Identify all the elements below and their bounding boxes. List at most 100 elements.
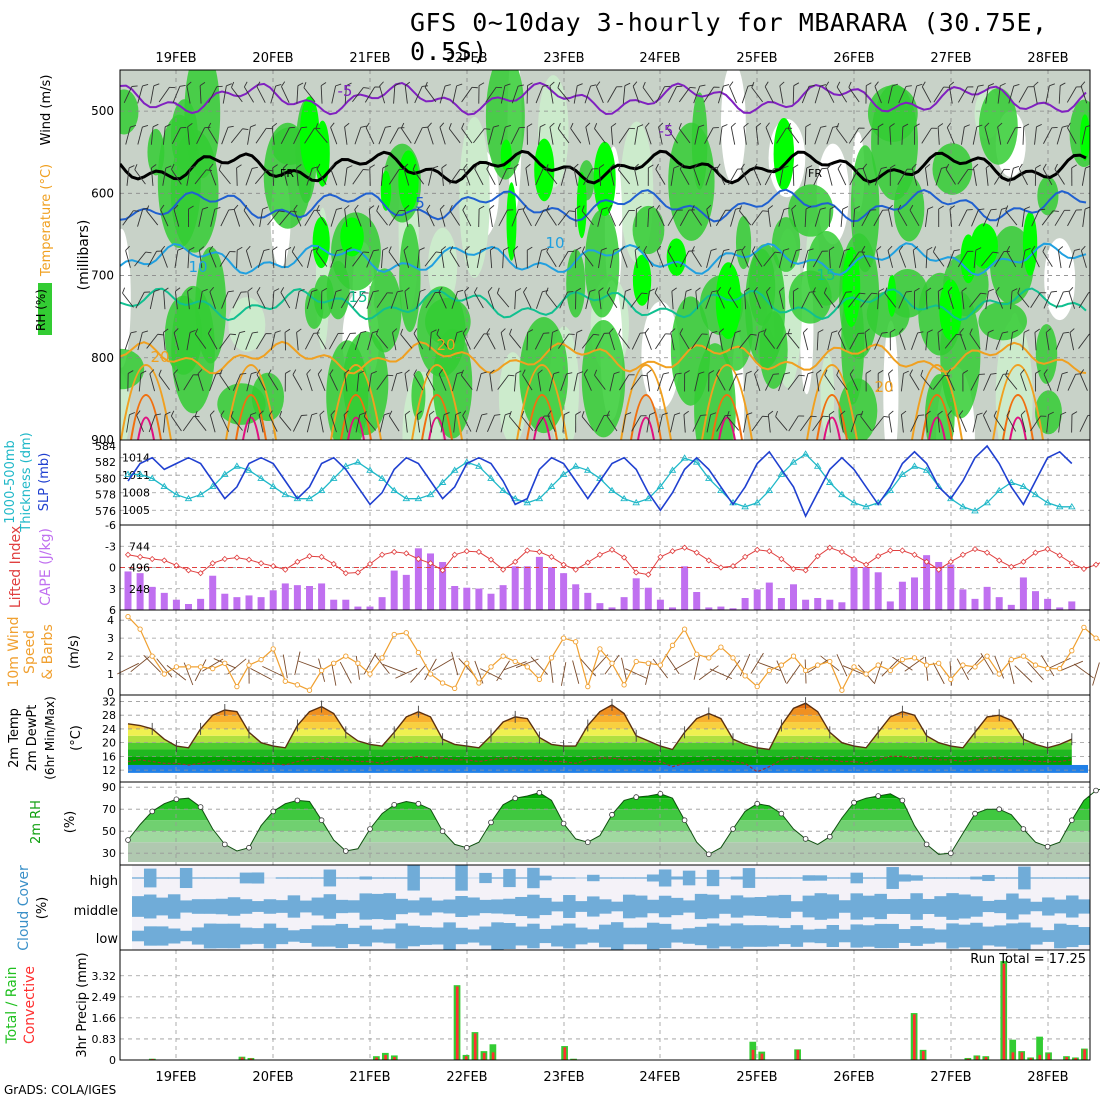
wind-barb [900,370,909,392]
wind-barb [513,370,522,392]
wind-barb-10m [339,661,352,684]
cloud-bar [694,893,708,920]
cloud-bar [443,899,456,914]
wind-barb [221,290,234,309]
lifted-index-marker [814,553,821,560]
wind-barb [303,81,316,103]
warm-contour [330,364,382,440]
lifted-index-marker [161,557,168,564]
wind-barb [500,124,512,145]
wind-barb [969,328,981,350]
wind-barb [489,369,495,392]
wind-barb [1069,328,1075,351]
precip-convective-bar [921,1051,925,1060]
wind-barb [256,369,266,391]
pressure-tick-label: 900 [91,433,114,447]
wind-speed-marker [331,660,337,666]
lifted-index-marker [971,546,979,553]
thickness-marker [1043,498,1052,506]
cold-band [128,764,1088,773]
wind-barb [138,370,147,392]
thickness-marker [1055,502,1064,510]
cloud-bar [419,877,432,879]
wind-barb [514,288,522,310]
cape-bar [221,593,229,610]
wind-barb [715,209,732,226]
wind-speed-marker [669,642,676,648]
wind-barb [630,374,648,390]
wind-barb [791,204,797,227]
wind-barb [598,247,607,269]
cloud-bar [191,877,205,879]
wind-barb [911,83,923,104]
cape-bar [427,553,434,610]
wind-barb [537,369,543,392]
cloud-bar [970,896,983,917]
wind-barb [598,164,605,186]
cloud-units: (%) [35,897,50,920]
cloud-bar [922,877,935,879]
cloud-bar [143,894,157,919]
wind-barb [546,246,557,267]
precip-convective-bar [966,1058,970,1060]
lifted-tick-label: -6 [105,519,116,532]
rh-dry-patch [995,319,1033,440]
cloud-bar [551,901,564,912]
wind-barb [739,333,757,349]
lifted-index-marker [463,548,470,555]
cloud-bar [239,872,253,884]
thickness-marker [233,462,241,469]
cape-bar [560,573,568,610]
wind-barb [1030,292,1047,309]
cloud-bar [670,876,684,880]
rh-dry-patch [641,301,680,410]
wind-barb [426,204,435,227]
contour-label: 10 [188,258,207,276]
wind-barb [787,122,800,144]
cloud-bar [994,877,1007,879]
wind-barb [804,205,812,228]
cloud-bar [227,923,241,949]
cloud-bar [946,893,959,920]
wind-barb-10m [194,659,207,682]
rh-moist-patch [1035,390,1062,435]
wind-barb [744,287,750,310]
isotherm-line [120,242,1087,277]
wind-barb [691,205,703,226]
thickness-marker [257,474,265,481]
wind-barb [971,84,984,104]
thickness-marker [354,458,362,465]
wind-barb [315,123,328,143]
wind-barb [921,127,938,144]
wind-barb [330,163,338,186]
wind-barb [910,331,924,350]
wind-barb [557,122,570,144]
rh-moist-patch [978,301,1027,341]
wind-barb [995,331,1009,350]
lifted-index-marker [197,570,204,577]
precip-total-bar [1009,1039,1017,1060]
wind-barb [618,127,635,144]
wind-barb [670,165,680,186]
thickness-marker [922,466,931,473]
lifted-index-marker [875,553,882,560]
lifted-index-marker [996,557,1003,564]
wind-speed-marker [645,660,651,666]
slp-tick-label: 1014 [122,452,150,465]
cloud-bar [838,877,851,879]
cloud-bar [287,877,301,879]
wind-barb [633,163,639,186]
wind-barb [545,164,558,185]
cloud-bar [251,901,265,912]
cloud-bar [634,877,648,879]
thickness-marker [753,498,761,506]
warm-contour [630,394,662,440]
thickness-marker [620,494,628,502]
wind-barb [959,328,967,350]
wind-barb [877,123,884,145]
wind-barb [860,128,878,144]
wind-barb [1020,369,1027,392]
wind-barb [259,206,269,227]
thickness-tick-label: 582 [95,456,116,469]
thickness-tick-label: 584 [95,440,116,453]
